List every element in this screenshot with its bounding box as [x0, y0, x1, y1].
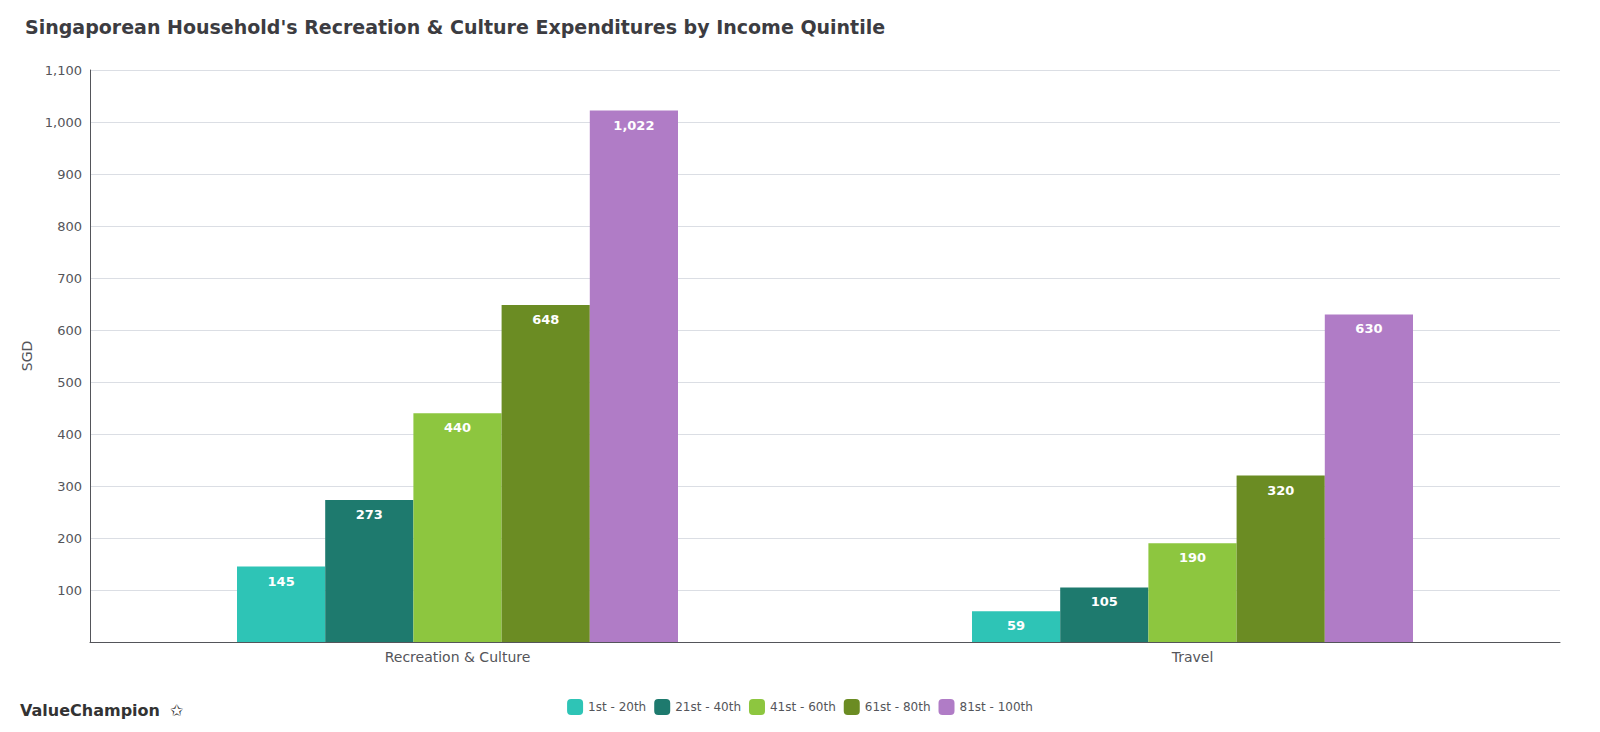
svg-text:900: 900: [57, 167, 82, 182]
svg-text:400: 400: [57, 427, 82, 442]
svg-text:1,100: 1,100: [45, 63, 82, 78]
svg-text:1st - 20th: 1st - 20th: [588, 700, 646, 714]
svg-text:59: 59: [1007, 618, 1025, 633]
svg-text:100: 100: [57, 583, 82, 598]
svg-text:1,000: 1,000: [45, 115, 82, 130]
svg-text:273: 273: [356, 507, 383, 522]
svg-text:600: 600: [57, 323, 82, 338]
svg-text:700: 700: [57, 271, 82, 286]
svg-text:Recreation & Culture: Recreation & Culture: [385, 649, 531, 665]
svg-text:200: 200: [57, 531, 82, 546]
svg-text:190: 190: [1179, 550, 1206, 565]
svg-text:105: 105: [1091, 594, 1118, 609]
svg-text:21st - 40th: 21st - 40th: [675, 700, 741, 714]
svg-text:145: 145: [268, 574, 295, 589]
svg-text:81st - 100th: 81st - 100th: [960, 700, 1033, 714]
svg-text:648: 648: [532, 312, 559, 327]
svg-text:SGD: SGD: [19, 341, 35, 372]
svg-text:Singaporean Household's Recrea: Singaporean Household's Recreation & Cul…: [25, 16, 885, 38]
svg-text:800: 800: [57, 219, 82, 234]
svg-text:✩: ✩: [170, 701, 184, 720]
svg-text:440: 440: [444, 420, 471, 435]
svg-text:41st - 60th: 41st - 60th: [770, 700, 836, 714]
svg-text:Travel: Travel: [1171, 649, 1214, 665]
svg-text:320: 320: [1267, 483, 1294, 498]
svg-text:630: 630: [1355, 321, 1382, 336]
svg-text:61st - 80th: 61st - 80th: [865, 700, 931, 714]
svg-text:ValueChampion: ValueChampion: [20, 701, 160, 720]
svg-text:1,022: 1,022: [613, 118, 654, 133]
svg-text:500: 500: [57, 375, 82, 390]
svg-text:300: 300: [57, 479, 82, 494]
